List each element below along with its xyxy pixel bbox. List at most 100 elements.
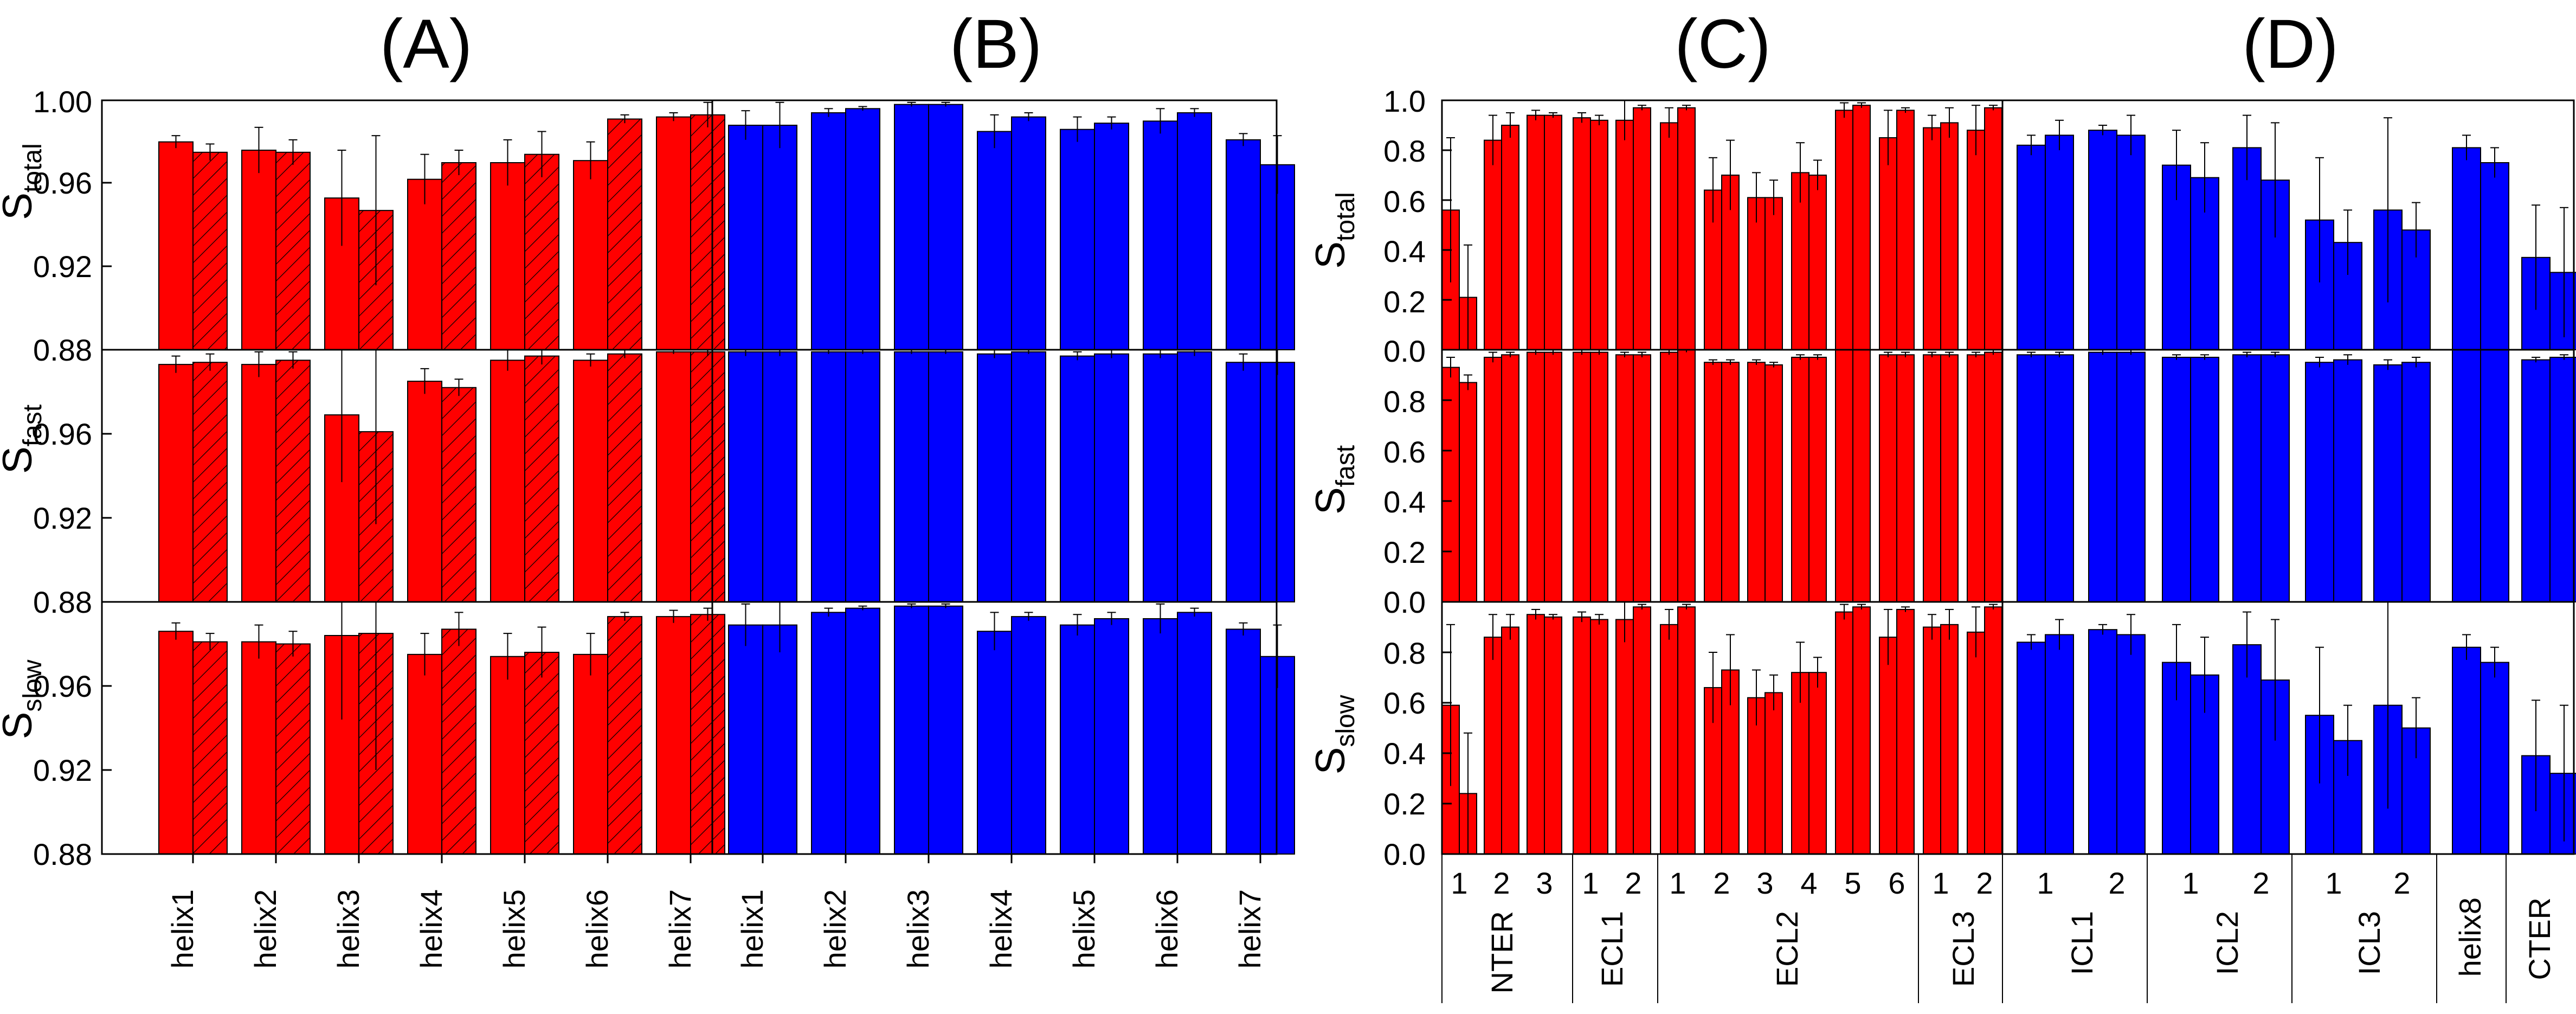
bar-hatch: [691, 614, 725, 854]
bar: [2480, 162, 2509, 350]
y-tick-label: 0.96: [33, 417, 92, 451]
x-category-label: helix1: [735, 889, 769, 968]
x-group-label: ECL3: [1946, 911, 1980, 987]
bar: [1660, 122, 1678, 350]
bar: [894, 351, 929, 602]
bar: [2232, 354, 2262, 602]
x-tick-label: 6: [1888, 866, 1905, 900]
bar: [1940, 122, 1959, 350]
bar: [1484, 637, 1502, 855]
x-tick-label: 4: [1800, 866, 1817, 900]
bar: [1484, 139, 1502, 350]
bar: [2521, 359, 2551, 602]
bar: [158, 364, 194, 602]
bar: [1764, 197, 1783, 350]
x-category-label: helix4: [414, 889, 448, 968]
bar: [1791, 356, 1809, 602]
bar-hatch: [193, 362, 227, 602]
bar: [1940, 624, 1959, 855]
bar: [728, 125, 763, 350]
bar: [2017, 354, 2046, 602]
x-tick-label: 1: [2182, 866, 2199, 900]
x-category-label: helix6: [1150, 889, 1184, 968]
bars-layer: [158, 100, 2576, 855]
bar: [158, 141, 194, 350]
y-label-slow-a: Sslow: [0, 659, 47, 739]
bar: [2333, 359, 2362, 602]
bar: [1615, 119, 1634, 351]
bar: [1984, 606, 2002, 855]
bar-hatch: [193, 641, 227, 854]
bar: [1484, 356, 1502, 602]
bar: [158, 631, 194, 855]
y-tick-label: 0.0: [1383, 334, 1426, 368]
bar: [1896, 354, 1915, 602]
bar: [2017, 641, 2046, 855]
x-group-label: ICL1: [2065, 911, 2099, 975]
bar: [1896, 110, 1915, 350]
bar-hatch: [608, 354, 642, 602]
bar: [728, 351, 763, 602]
y-label-total-c: Stotal: [1308, 192, 1360, 268]
bar-hatch: [442, 163, 476, 350]
panel-title-a: (A): [380, 5, 473, 83]
bar: [762, 351, 797, 602]
x-tick-label: 1: [1669, 866, 1686, 900]
bar: [928, 104, 963, 351]
bar: [1544, 114, 1562, 350]
bar: [2017, 144, 2046, 350]
x-tick-label: 2: [1493, 866, 1510, 900]
x-tick-label: 1: [1451, 866, 1467, 900]
bar: [894, 104, 929, 351]
bar-hatch: [193, 152, 227, 350]
y-tick-label: 0.0: [1383, 585, 1426, 619]
bar: [1441, 367, 1460, 602]
bar: [1677, 349, 1696, 602]
bar: [1094, 123, 1129, 351]
bar: [1459, 382, 1477, 602]
bar: [241, 364, 276, 602]
bar: [1852, 606, 1871, 855]
y-tick-label: 0.6: [1383, 686, 1426, 720]
bar-hatch: [525, 356, 559, 602]
bar: [977, 131, 1012, 350]
bar: [407, 178, 442, 350]
frames-layer: [101, 99, 2575, 1003]
bar: [1060, 355, 1095, 602]
bar: [1923, 626, 1941, 855]
x-category-label: helix5: [497, 889, 531, 968]
bar: [1704, 362, 1722, 602]
y-tick-label: 0.2: [1383, 535, 1426, 569]
bar: [1747, 197, 1766, 350]
x-tick-label: 2: [2393, 866, 2410, 900]
y-tick-label: 0.88: [33, 333, 92, 367]
bar: [928, 605, 963, 855]
right-y-axis: 1.0 0.8 0.6 0.4 0.2 0.0 0.8 0.6 0.4 0.2 …: [1383, 84, 1426, 871]
bar-hatch: [608, 617, 642, 854]
x-tick-label: 2: [1625, 866, 1641, 900]
bar: [1143, 618, 1178, 855]
bar: [1967, 130, 1985, 350]
x-tick-label: 1: [2325, 866, 2342, 900]
x-tick-label: 3: [1536, 866, 1553, 900]
bar: [1808, 175, 1827, 350]
bar: [2401, 362, 2431, 602]
bar: [1527, 351, 1545, 603]
x-category-label: helix1: [165, 889, 199, 968]
bar: [1094, 618, 1129, 855]
y-tick-label: 0.4: [1383, 736, 1426, 771]
bar: [1143, 120, 1178, 350]
bar: [1060, 624, 1095, 855]
bar: [894, 605, 929, 855]
panel-title-d: (D): [2242, 5, 2339, 83]
x-category-label: helix3: [901, 889, 935, 968]
bar: [1527, 114, 1545, 350]
panel-title-b: (B): [950, 5, 1042, 83]
bar: [2045, 354, 2074, 602]
y-tick-label: 0.8: [1383, 134, 1426, 168]
bar: [1660, 624, 1678, 855]
bar: [811, 351, 846, 602]
bar: [1852, 105, 1871, 350]
bar: [811, 612, 846, 855]
bar: [1590, 351, 1608, 603]
